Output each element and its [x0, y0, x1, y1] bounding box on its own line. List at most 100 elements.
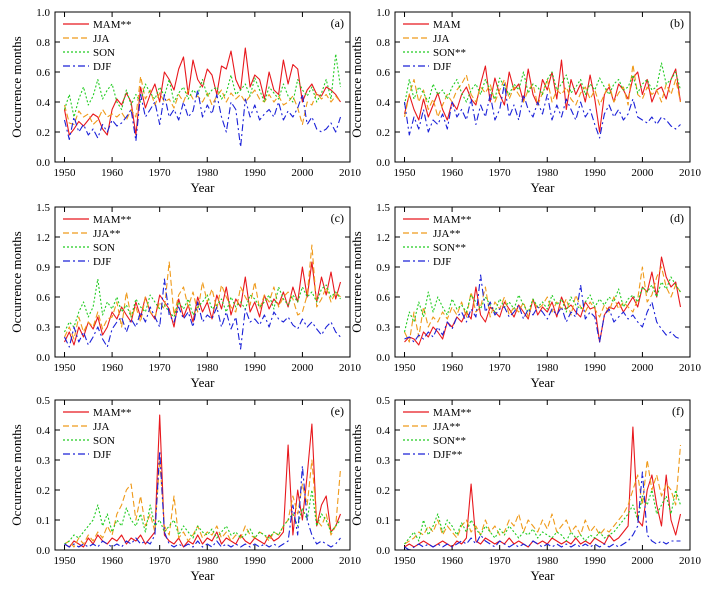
y-tick-label: 0.1	[36, 515, 50, 527]
x-axis-title: Year	[191, 568, 216, 583]
legend-label: SON**	[433, 242, 466, 254]
x-tick-label: 1990	[244, 167, 267, 179]
series-line-mam	[64, 414, 342, 548]
y-tick-label: 0.6	[376, 67, 390, 79]
x-tick-label: 2010	[339, 555, 362, 567]
legend-label: MAM**	[93, 19, 132, 31]
series-line-djf	[403, 83, 681, 139]
panel-label: (a)	[331, 16, 344, 30]
y-tick-label: 0.8	[376, 37, 390, 49]
x-axis-title: Year	[191, 180, 216, 195]
legend-label: SON**	[433, 435, 466, 447]
x-tick-label: 1970	[489, 555, 512, 567]
x-tick-label: 1980	[196, 555, 219, 567]
legend-label: SON**	[433, 47, 466, 59]
y-tick-label: 0.2	[376, 485, 390, 497]
y-tick-label: 0.0	[376, 545, 390, 557]
y-tick-label: 1.0	[36, 7, 50, 19]
legend-label: DJF	[93, 61, 111, 73]
x-tick-label: 1960	[441, 167, 464, 179]
legend-label: SON	[93, 47, 115, 59]
panel-label: (c)	[331, 211, 344, 225]
y-axis-title: Occurrence months	[349, 231, 364, 332]
series-line-djf	[404, 274, 681, 343]
series-line-jja	[404, 444, 682, 545]
x-tick-label: 2010	[679, 167, 702, 179]
x-tick-label: 1950	[394, 362, 417, 374]
x-tick-label: 2010	[679, 555, 702, 567]
legend-label: JJA**	[433, 228, 461, 240]
x-tick-label: 2000	[291, 167, 314, 179]
x-tick-label: 1960	[101, 167, 124, 179]
panel-a: 0.0 0.2 0.4 0.6 0.8 1.0 1950 1960 1970 1980 1990 20…	[9, 7, 362, 195]
x-tick-label: 2000	[291, 362, 314, 374]
plot-frame	[394, 399, 691, 551]
series-line-jja	[64, 244, 341, 340]
y-tick-label: 0.9	[376, 262, 390, 274]
x-tick-label: 1990	[584, 362, 607, 374]
y-axis-title: Occurrence months	[9, 424, 24, 525]
x-tick-label: 1950	[394, 167, 417, 179]
panel-b: 0.0 0.2 0.4 0.6 0.8 1.0 1950 1960 1970 1980 1990 20…	[349, 7, 702, 195]
x-tick-label: 2010	[339, 362, 362, 374]
x-tick-label: 2010	[339, 167, 362, 179]
x-tick-label: 1950	[54, 167, 77, 179]
y-tick-label: 1.0	[376, 7, 390, 19]
series-line-son	[63, 53, 342, 118]
series-line-son	[64, 278, 341, 333]
y-tick-label: 0.3	[36, 322, 50, 334]
x-tick-label: 2000	[631, 362, 654, 374]
x-tick-label: 1980	[536, 362, 559, 374]
x-axis-title: Year	[531, 568, 556, 583]
y-axis-title: Occurrence months	[349, 36, 364, 137]
x-axis-title: Year	[191, 375, 216, 390]
legend-label: DJF	[433, 61, 451, 73]
series-line-jja	[64, 459, 342, 548]
series-line-mam	[64, 261, 342, 346]
y-tick-label: 0.4	[376, 425, 390, 437]
legend-label: MAM	[433, 19, 461, 31]
series-line-djf	[63, 89, 342, 148]
panel-e: 0.0 0.1 0.2 0.3 0.4 0.5 1950 1960 1970 1980 1990 20…	[9, 395, 362, 583]
x-tick-label: 1950	[394, 555, 417, 567]
y-tick-label: 0.0	[376, 352, 390, 364]
x-tick-label: 1980	[536, 555, 559, 567]
series-line-jja	[404, 266, 681, 343]
x-tick-label: 2010	[679, 362, 702, 374]
x-axis-title: Year	[531, 180, 556, 195]
legend-label: MAM**	[433, 214, 472, 226]
legend-label: DJF	[93, 256, 111, 268]
x-tick-label: 1950	[54, 555, 77, 567]
panel-label: (e)	[331, 404, 344, 418]
y-tick-label: 0.3	[36, 455, 50, 467]
x-axis-title: Year	[531, 375, 556, 390]
series-line-djf	[404, 471, 681, 551]
x-tick-label: 1980	[196, 167, 219, 179]
y-tick-label: 0.4	[36, 97, 50, 109]
legend-label: DJF	[433, 256, 451, 268]
x-tick-label: 1970	[489, 167, 512, 179]
plot-frame	[54, 11, 351, 163]
y-tick-label: 0.6	[36, 67, 50, 79]
plot-frame	[54, 399, 351, 551]
series-line-mam	[63, 47, 341, 136]
y-tick-label: 0.0	[36, 545, 50, 557]
y-tick-label: 0.3	[376, 455, 390, 467]
y-tick-label: 0.9	[36, 262, 50, 274]
y-axis-title: Occurrence months	[9, 231, 24, 332]
plot-frame	[54, 206, 351, 358]
y-tick-label: 0.4	[376, 97, 390, 109]
y-tick-label: 0.2	[376, 127, 390, 139]
x-tick-label: 1960	[101, 362, 124, 374]
legend-label: SON	[93, 435, 115, 447]
y-tick-label: 0.3	[376, 322, 390, 334]
legend-label: MAM**	[433, 407, 472, 419]
x-tick-label: 1990	[244, 555, 267, 567]
x-tick-label: 1990	[244, 362, 267, 374]
y-axis-title: Occurrence months	[9, 36, 24, 137]
legend-label: JJA**	[93, 228, 121, 240]
legend-label: MAM**	[93, 214, 132, 226]
y-tick-label: 1.5	[376, 202, 390, 214]
legend-label: MAM**	[93, 407, 132, 419]
series-line-son	[404, 489, 682, 545]
